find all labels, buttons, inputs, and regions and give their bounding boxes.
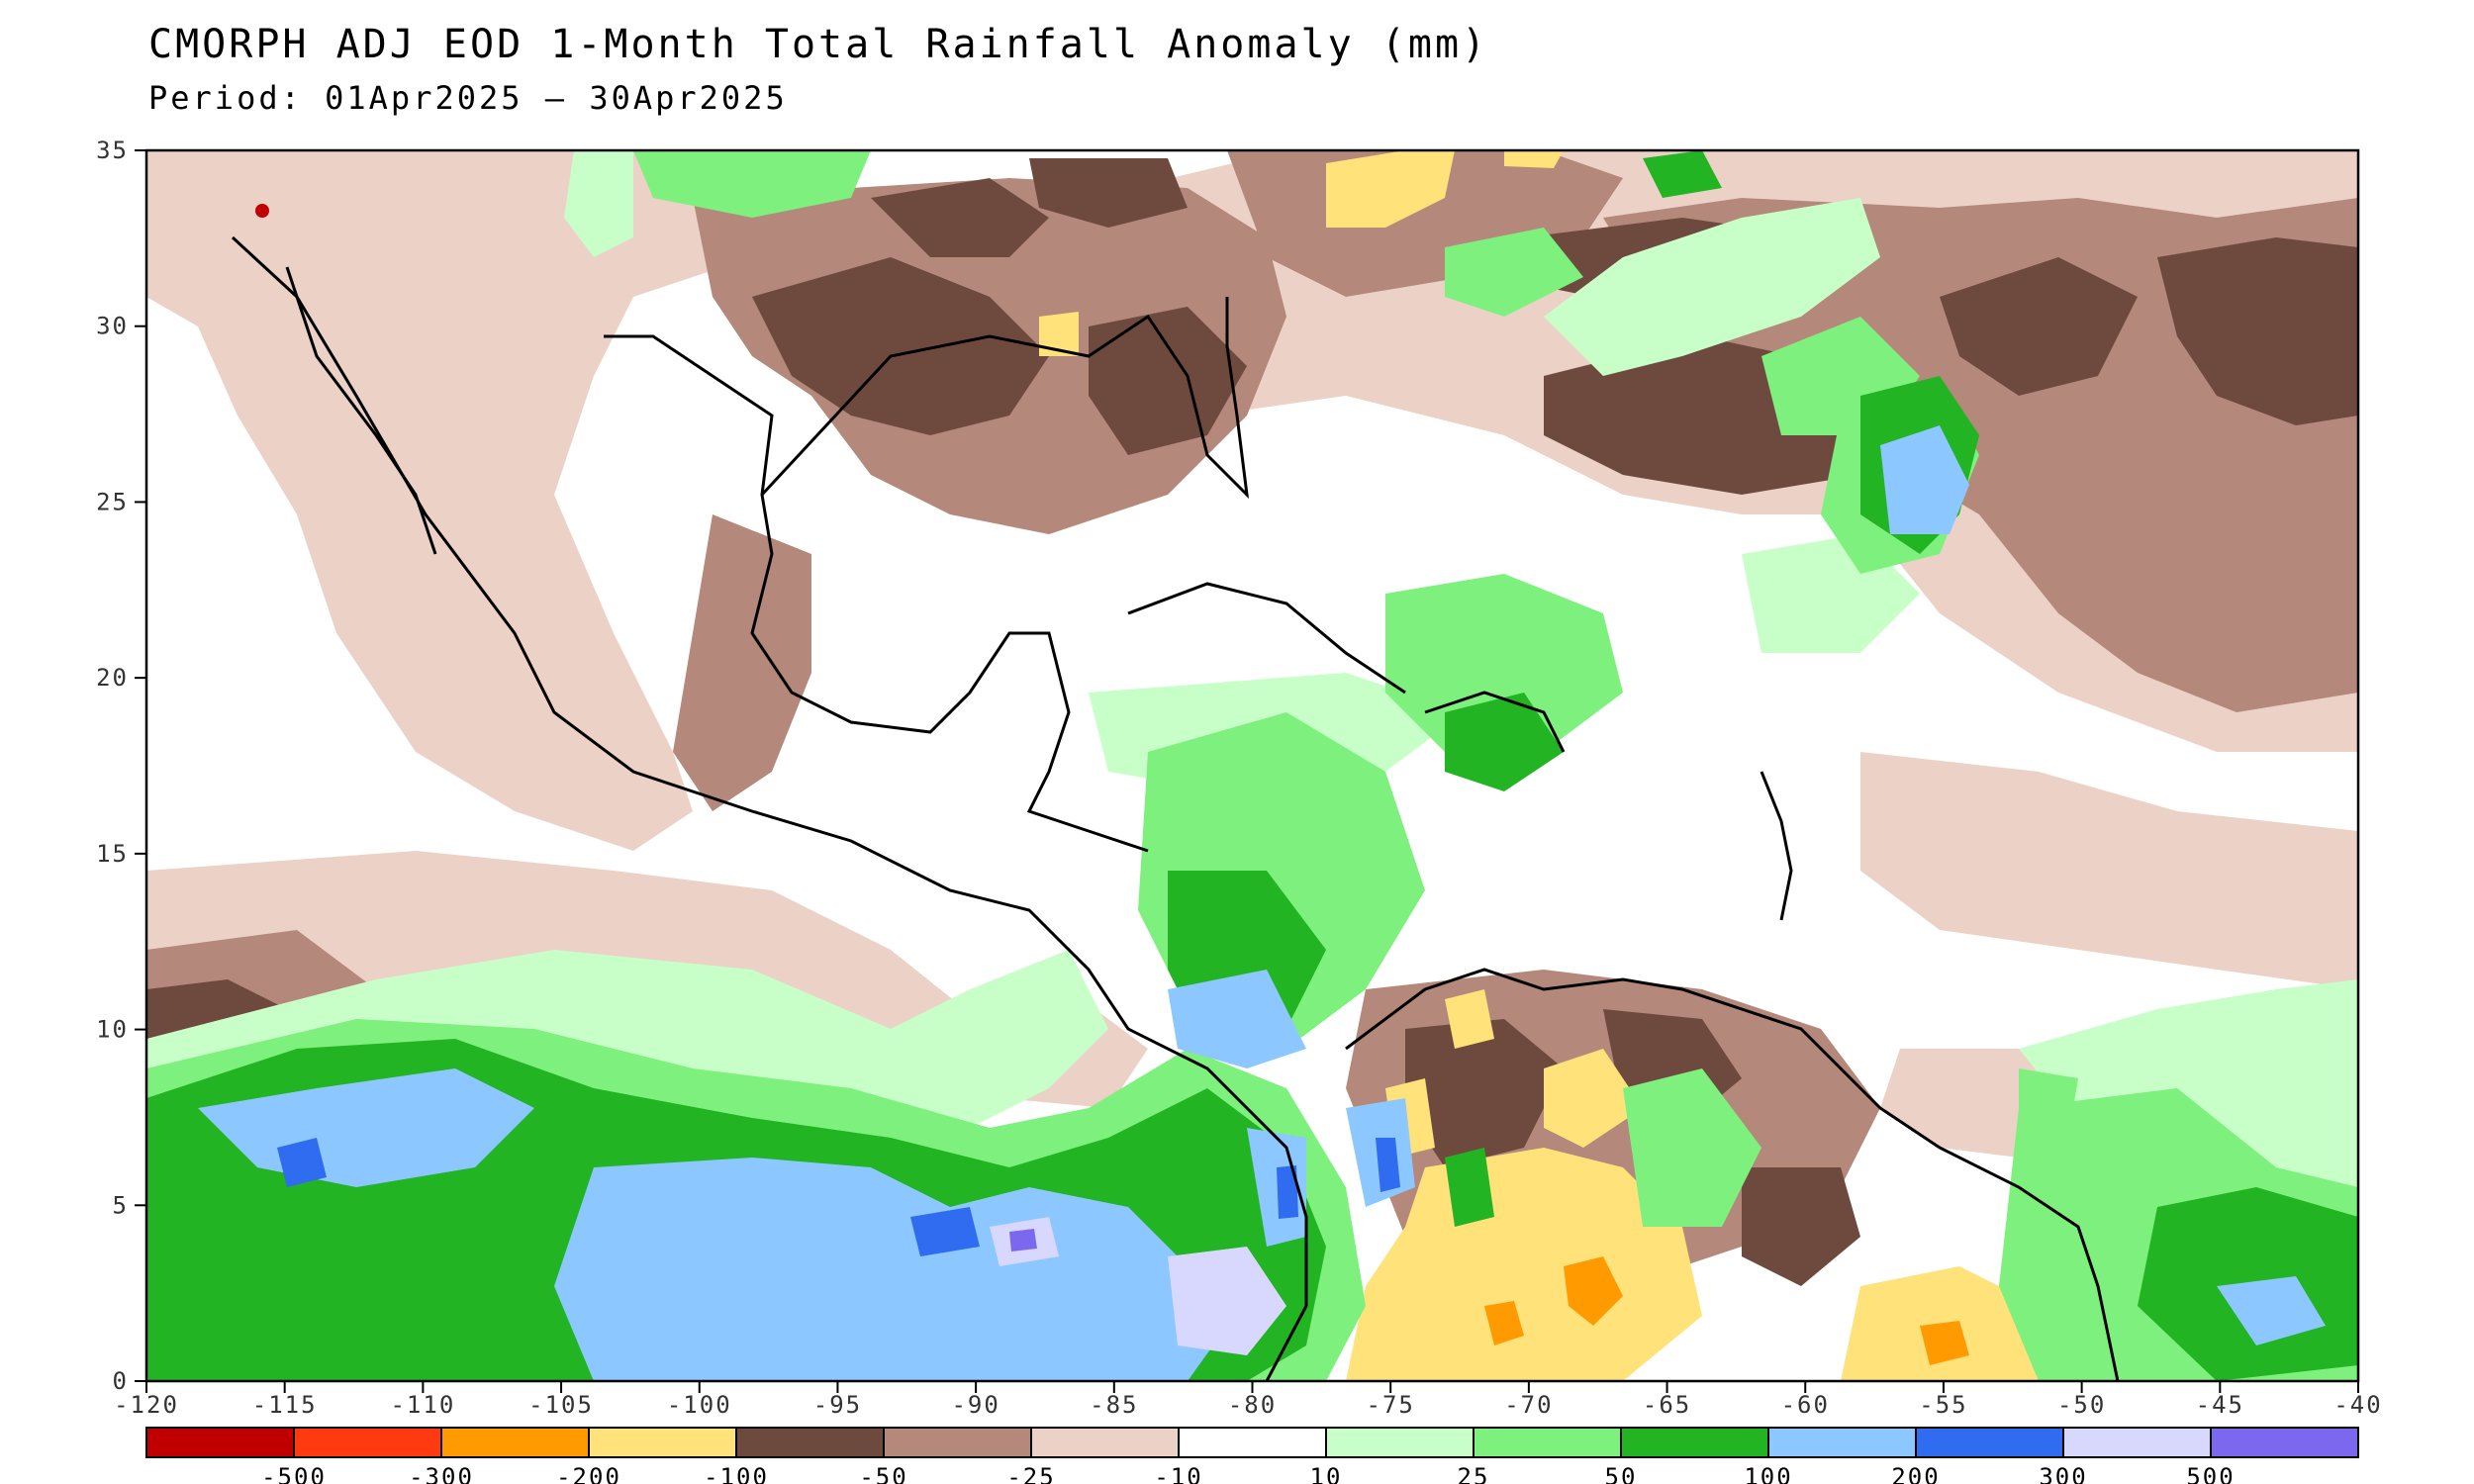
legend-swatch (883, 1427, 1032, 1458)
legend-swatch (735, 1427, 885, 1458)
legend-label: -500 (261, 1463, 327, 1484)
lon-tick-label: -105 (528, 1391, 594, 1419)
lon-tick-label: -115 (252, 1391, 318, 1419)
lat-tick-label: 10 (96, 1016, 129, 1044)
lon-tick-label: -110 (390, 1391, 455, 1419)
legend-label: -10 (1154, 1463, 1202, 1484)
lon-tick-label: -120 (114, 1391, 179, 1419)
lon-tick-label: -40 (2333, 1391, 2382, 1419)
lon-tick-label: -65 (1643, 1391, 1691, 1419)
legend-swatch (1325, 1427, 1475, 1458)
lon-tick-label: -70 (1504, 1391, 1553, 1419)
legend-swatch (145, 1427, 295, 1458)
extreme-deficit-spot (255, 204, 269, 218)
legend-label: 500 (2186, 1463, 2235, 1484)
legend-label: 25 (1458, 1463, 1490, 1484)
legend-label: 100 (1744, 1463, 1792, 1484)
lon-tick-label: -85 (1090, 1391, 1138, 1419)
lon-tick-label: -50 (2057, 1391, 2106, 1419)
lon-tick-label: -80 (1228, 1391, 1277, 1419)
lat-tick-label: 15 (96, 840, 129, 868)
lon-tick-label: -100 (667, 1391, 732, 1419)
lat-tick-label: 25 (96, 488, 129, 515)
anomaly-field (146, 150, 2358, 1381)
legend-label: -25 (1006, 1463, 1055, 1484)
lat-tick-label: 0 (113, 1367, 129, 1395)
legend-swatch (293, 1427, 442, 1458)
legend-label: 200 (1891, 1463, 1940, 1484)
legend-label: -50 (859, 1463, 907, 1484)
lat-tick-label: 20 (96, 664, 129, 692)
coastline (231, 235, 2120, 1381)
longitude-axis: -120 -115 -110 -105 -100 -95 -90 -85 -80 -75 -70 -6… (114, 1381, 2382, 1419)
lon-tick-label: -45 (2196, 1391, 2244, 1419)
legend-swatch (2062, 1427, 2212, 1458)
legend-swatch (1620, 1427, 1769, 1458)
legend-swatch (440, 1427, 590, 1458)
map-period: Period: 01Apr2025 – 30Apr2025 (148, 79, 788, 117)
legend-label: -100 (704, 1463, 769, 1484)
latitude-axis: 0 5 10 15 20 25 30 35 (96, 137, 146, 1395)
legend-label: 50 (1605, 1463, 1638, 1484)
legend-swatch (1767, 1427, 1917, 1458)
legend-swatch (1915, 1427, 2064, 1458)
map-title: CMORPH ADJ EOD 1-Month Total Rainfall An… (148, 22, 1489, 67)
lat-tick-label: 5 (113, 1191, 129, 1219)
lon-tick-label: -95 (813, 1391, 862, 1419)
lon-tick-label: -60 (1781, 1391, 1830, 1419)
legend-label: -300 (409, 1463, 474, 1484)
legend-swatch (1178, 1427, 1327, 1458)
anomaly-band-plus200 (277, 1138, 1400, 1256)
anomaly-band-plus100 (198, 425, 2326, 1381)
legend-label: 10 (1310, 1463, 1343, 1484)
legend-swatch (588, 1427, 737, 1458)
lon-tick-label: -75 (1367, 1391, 1415, 1419)
lon-tick-label: -90 (951, 1391, 999, 1419)
legend-swatch (1030, 1427, 1180, 1458)
legend-swatch (2210, 1427, 2359, 1458)
legend-swatch (1473, 1427, 1622, 1458)
color-legend: -500 -300 -200 -100 -50 -25 -10 10 25 50 100 200 300… (145, 1427, 2359, 1484)
lon-tick-label: -55 (1919, 1391, 1967, 1419)
lat-tick-label: 30 (96, 313, 129, 340)
legend-label: 300 (2039, 1463, 2087, 1484)
lat-tick-label: 35 (96, 137, 129, 164)
legend-label: -200 (556, 1463, 621, 1484)
anomaly-band-plus500 (1009, 1229, 1037, 1252)
